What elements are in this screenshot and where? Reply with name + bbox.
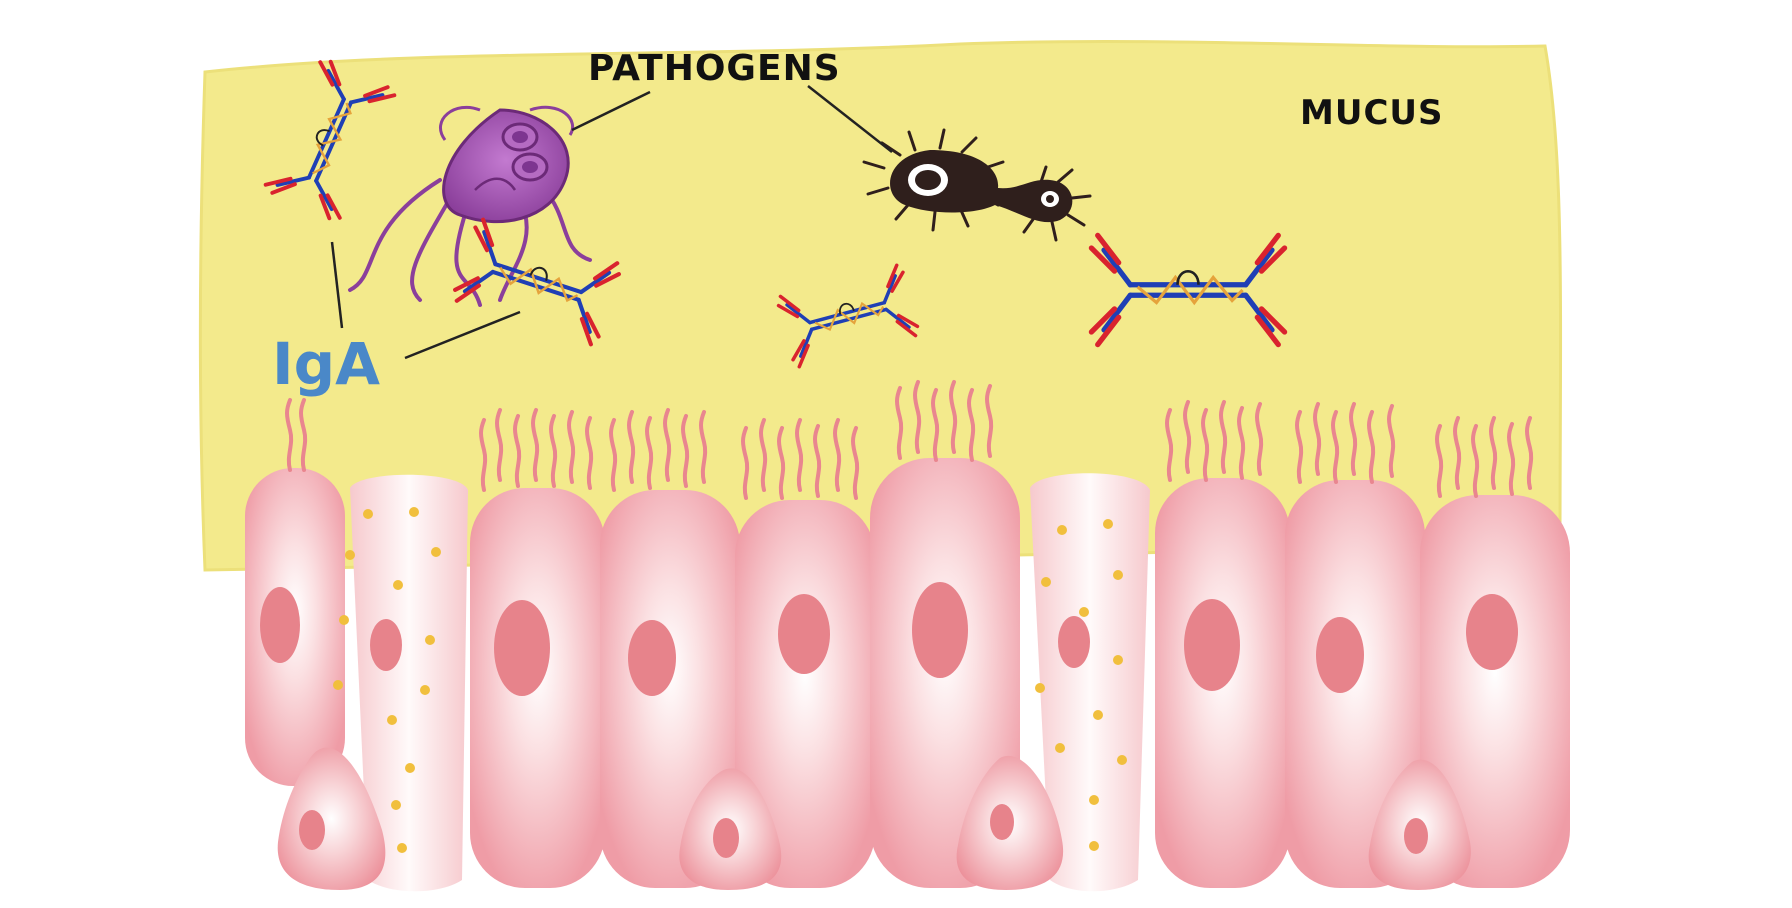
fungus-pathogen-icon xyxy=(862,128,1092,242)
epithelial-cell xyxy=(1420,495,1570,888)
cell-nuclei xyxy=(260,582,1518,858)
goblet-cell xyxy=(350,474,468,892)
leader-lines xyxy=(330,85,893,360)
epithelium xyxy=(245,458,1570,892)
pathogens-label: PATHOGENS xyxy=(588,48,841,89)
epithelial-cell xyxy=(470,488,605,888)
goblet-granules xyxy=(333,507,1127,853)
iga-label: IgA xyxy=(272,330,380,398)
basal-cell xyxy=(277,747,386,890)
mucus-label: MUCUS xyxy=(1300,93,1444,133)
giardia-parasite-icon xyxy=(348,105,592,307)
epithelial-cell xyxy=(735,500,875,888)
